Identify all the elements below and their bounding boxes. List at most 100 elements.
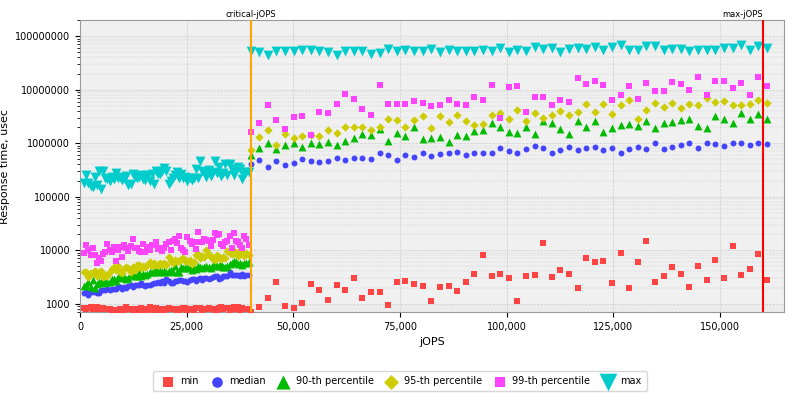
90-th percentile [139, 272, 152, 278]
90-th percentile [597, 129, 610, 135]
median [146, 281, 158, 287]
99-th percentile [709, 78, 722, 84]
max [206, 169, 219, 176]
min [181, 308, 194, 314]
90-th percentile [365, 132, 378, 138]
median [752, 140, 765, 146]
max [554, 49, 566, 56]
max [674, 46, 687, 52]
99-th percentile [116, 254, 129, 260]
median [111, 283, 124, 289]
min [571, 284, 584, 291]
min [416, 283, 429, 290]
min [234, 309, 246, 315]
99-th percentile [425, 103, 438, 109]
min [649, 278, 662, 285]
median [390, 157, 403, 163]
95-th percentile [347, 124, 360, 130]
99-th percentile [649, 88, 662, 94]
99-th percentile [147, 242, 160, 249]
99-th percentile [186, 241, 198, 247]
min [356, 295, 369, 301]
max [86, 184, 99, 190]
90-th percentile [230, 259, 242, 265]
min [674, 271, 687, 278]
min [227, 304, 240, 310]
min [330, 282, 343, 289]
90-th percentile [154, 268, 166, 274]
99-th percentile [502, 84, 515, 90]
min [204, 306, 217, 313]
max [416, 48, 429, 54]
95-th percentile [390, 117, 403, 123]
95-th percentile [468, 122, 481, 129]
min [528, 271, 541, 278]
median [190, 278, 202, 284]
90-th percentile [78, 283, 90, 290]
99-th percentile [221, 238, 234, 244]
min [262, 295, 274, 301]
90-th percentile [151, 269, 164, 276]
90-th percentile [347, 135, 360, 142]
90-th percentile [120, 276, 133, 282]
min [164, 306, 177, 312]
90-th percentile [84, 284, 97, 290]
99-th percentile [137, 241, 150, 247]
90-th percentile [485, 120, 498, 126]
max [305, 47, 318, 53]
99-th percentile [130, 244, 143, 251]
max [126, 170, 139, 177]
median [734, 140, 747, 146]
min [408, 281, 421, 287]
max [296, 46, 309, 53]
99-th percentile [382, 101, 394, 108]
95-th percentile [238, 252, 250, 259]
max [202, 167, 215, 173]
90-th percentile [122, 275, 135, 281]
median [114, 284, 126, 291]
90-th percentile [169, 263, 182, 270]
max [640, 43, 653, 49]
95-th percentile [709, 99, 722, 105]
max [120, 173, 133, 179]
95-th percentile [502, 115, 515, 122]
median [219, 273, 232, 279]
95-th percentile [519, 118, 532, 124]
95-th percentile [80, 269, 93, 276]
95-th percentile [183, 256, 196, 263]
median [214, 275, 227, 281]
90-th percentile [270, 146, 283, 152]
min [313, 287, 326, 293]
median [232, 272, 245, 278]
99-th percentile [230, 238, 242, 244]
99-th percentile [162, 239, 175, 245]
99-th percentile [450, 101, 463, 107]
99-th percentile [174, 245, 187, 251]
max [631, 46, 644, 53]
95-th percentile [200, 247, 213, 253]
95-th percentile [126, 264, 139, 270]
min [666, 264, 678, 270]
median [614, 150, 627, 157]
min [106, 308, 118, 314]
median [528, 143, 541, 150]
median [234, 272, 246, 279]
max [752, 43, 765, 49]
min [305, 280, 318, 287]
90-th percentile [217, 264, 230, 270]
median [322, 158, 334, 164]
99-th percentile [562, 99, 575, 105]
95-th percentile [597, 101, 610, 108]
median [640, 146, 653, 152]
99-th percentile [674, 81, 687, 87]
max [196, 168, 209, 174]
max [537, 46, 550, 52]
95-th percentile [110, 267, 122, 273]
99-th percentile [287, 114, 300, 120]
max [190, 166, 202, 172]
90-th percentile [162, 268, 175, 274]
95-th percentile [494, 110, 506, 116]
max [99, 175, 112, 181]
min [230, 306, 242, 312]
95-th percentile [253, 133, 266, 140]
